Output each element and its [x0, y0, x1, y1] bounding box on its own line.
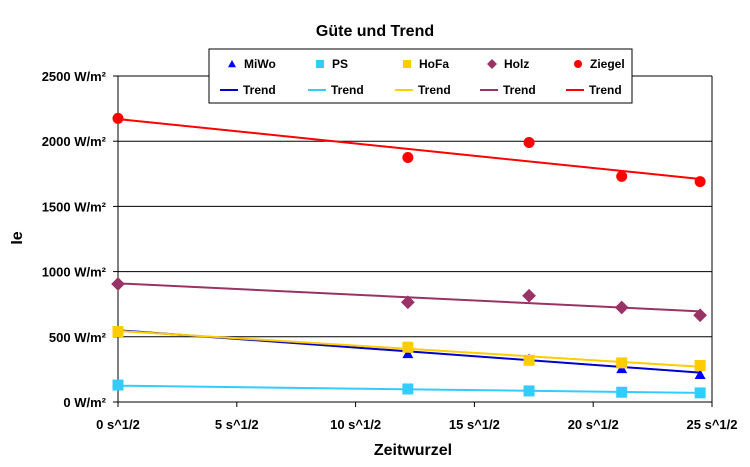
y-tick-label: 500 W/m² — [49, 330, 107, 345]
y-tick-label: 1500 W/m² — [42, 199, 107, 214]
y-tick-label: 0 W/m² — [63, 395, 106, 410]
data-point — [112, 326, 124, 338]
data-point — [616, 170, 628, 182]
x-tick-label: 20 s^1/2 — [568, 417, 619, 432]
x-tick-label: 10 s^1/2 — [330, 417, 381, 432]
legend-label: HoFa — [419, 57, 449, 71]
data-point — [523, 354, 535, 366]
axes — [113, 75, 713, 407]
y-tick-label: 1000 W/m² — [42, 265, 107, 280]
tick-labels: 0 W/m² 500 W/m² 1000 W/m² 1500 W/m² 2000 W/m… — [42, 69, 738, 432]
chart-title: Güte und Trend — [316, 23, 434, 40]
data-point — [694, 369, 706, 380]
x-tick-label: 15 s^1/2 — [449, 417, 500, 432]
legend: MiWo PS HoFa Holz Ziegel Trend Trend Trend Trend… — [208, 48, 633, 104]
x-tick-label: 25 s^1/2 — [687, 417, 738, 432]
legend-label: Holz — [504, 57, 529, 71]
data-point — [694, 176, 706, 188]
data-point — [112, 112, 124, 124]
legend-marker — [403, 60, 411, 68]
trend-line — [117, 118, 701, 181]
legend-label: PS — [332, 57, 348, 71]
data-point — [111, 277, 125, 291]
data-point — [614, 300, 629, 315]
data-point — [616, 357, 628, 369]
legend-label: Trend — [331, 83, 364, 97]
legend-label: Trend — [589, 83, 622, 97]
legend-label: Trend — [418, 83, 451, 97]
x-tick-label: 5 s^1/2 — [215, 417, 259, 432]
data-point — [523, 137, 535, 149]
data-point — [616, 386, 628, 398]
data-point — [694, 359, 706, 371]
x-axis-label: Zeitwurzel — [374, 442, 452, 459]
data-point — [693, 308, 707, 323]
legend-label: MiWo — [244, 57, 276, 71]
data-point — [523, 385, 535, 397]
y-tick-label: 2500 W/m² — [42, 69, 107, 84]
legend-marker — [316, 60, 324, 68]
legend-label: Trend — [503, 83, 536, 97]
data-point — [402, 348, 414, 359]
legend-marker — [228, 60, 236, 68]
legend-box — [208, 48, 633, 104]
data-point — [402, 152, 414, 163]
data-point — [522, 288, 536, 303]
y-tick-label: 2000 W/m² — [42, 134, 107, 149]
y-axis-label: Ie — [9, 231, 26, 244]
data-point — [400, 295, 415, 310]
data-point — [402, 341, 414, 353]
x-tick-label: 0 s^1/2 — [96, 417, 140, 432]
data-point — [402, 383, 414, 395]
data-point — [112, 379, 124, 391]
data-point — [694, 387, 706, 399]
legend-label: Ziegel — [590, 57, 625, 71]
legend-label: Trend — [243, 83, 276, 97]
legend-marker — [574, 60, 582, 68]
data-points — [111, 112, 707, 399]
legend-marker — [487, 59, 497, 69]
